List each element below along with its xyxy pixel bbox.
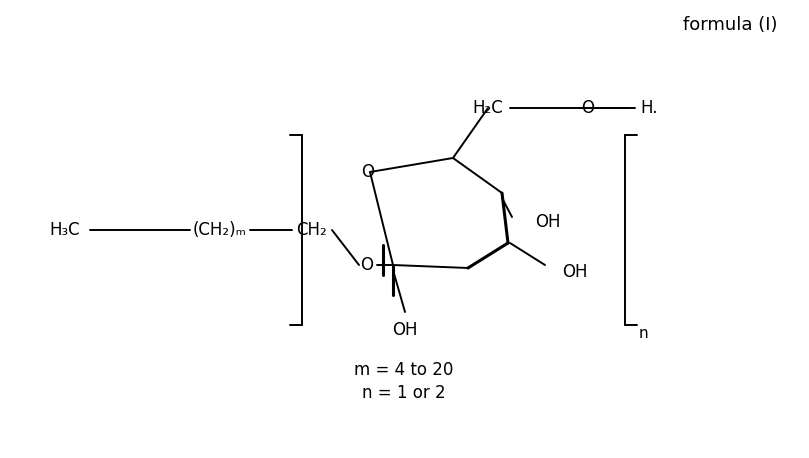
Text: OH: OH: [535, 213, 561, 231]
Text: O: O: [362, 163, 375, 181]
Text: m = 4 to 20: m = 4 to 20: [354, 361, 454, 379]
Text: O: O: [361, 256, 374, 274]
Text: (CH₂)ₘ: (CH₂)ₘ: [193, 221, 247, 239]
Text: O: O: [582, 99, 595, 117]
Text: H₃C: H₃C: [49, 221, 80, 239]
Text: OH: OH: [392, 321, 417, 339]
Text: OH: OH: [562, 263, 588, 281]
Text: formula (I): formula (I): [683, 16, 777, 34]
Text: n: n: [638, 326, 648, 340]
Text: H.: H.: [640, 99, 658, 117]
Text: CH₂: CH₂: [297, 221, 328, 239]
Text: n = 1 or 2: n = 1 or 2: [362, 384, 446, 402]
Text: H₂C: H₂C: [472, 99, 503, 117]
